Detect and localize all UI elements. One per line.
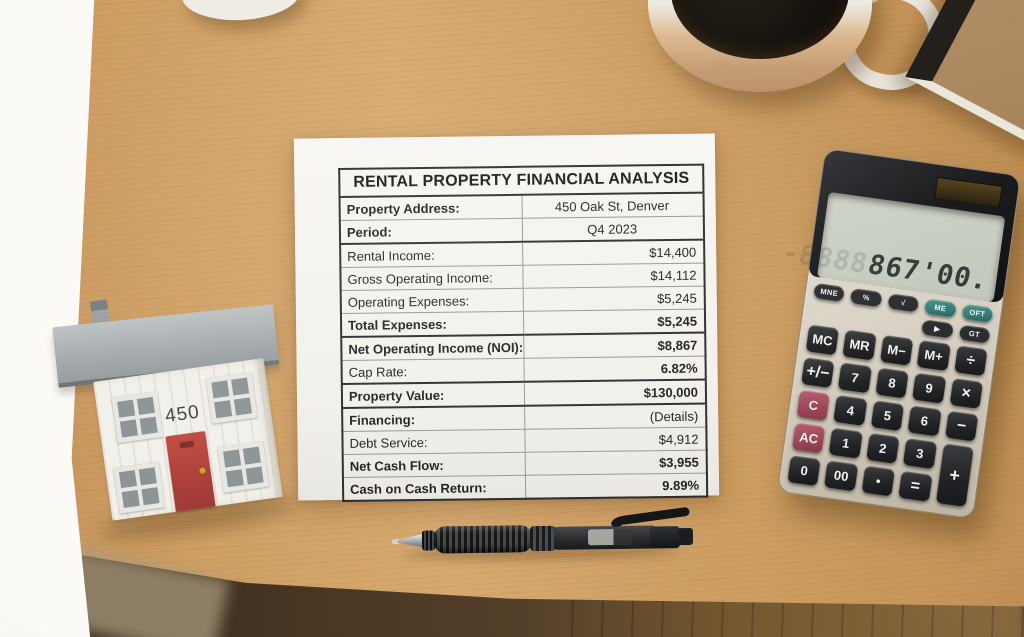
calc-key-7[interactable]: 7 bbox=[838, 362, 872, 394]
analysis-table-body: Property Address: 450 Oak St, Denver Perio… bbox=[339, 192, 708, 502]
financial-analysis-table: RENTAL PROPERTY FINANCIAL ANALYSIS Prope… bbox=[338, 163, 709, 503]
house-window bbox=[205, 371, 258, 424]
row-value: $5,245 bbox=[522, 286, 705, 312]
row-value: $5,245 bbox=[522, 309, 706, 335]
calc-key-8[interactable]: 8 bbox=[875, 367, 909, 399]
row-value: $14,112 bbox=[522, 263, 705, 289]
calc-key-oft[interactable]: OFT bbox=[961, 303, 994, 323]
calc-key-decimal-point[interactable]: • bbox=[861, 465, 896, 497]
pen-collar bbox=[529, 525, 557, 552]
calc-key-mne[interactable]: MNE bbox=[813, 282, 846, 302]
house-model: 450 bbox=[52, 276, 302, 531]
row-label: Gross Operating Income: bbox=[340, 265, 523, 291]
analysis-sheet: RENTAL PROPERTY FINANCIAL ANALYSIS Prope… bbox=[293, 133, 720, 503]
pen-cone bbox=[398, 534, 424, 548]
door-vent bbox=[179, 440, 195, 449]
calc-key-gt[interactable]: GT bbox=[958, 324, 991, 344]
row-value: $3,955 bbox=[524, 450, 707, 476]
calc-key-arrow-right[interactable]: ▶ bbox=[921, 319, 954, 339]
calc-key-me[interactable]: ME bbox=[924, 298, 957, 318]
row-label: Rental Income: bbox=[340, 241, 523, 268]
row-value: $130,000 bbox=[523, 379, 707, 406]
pen-grip bbox=[433, 525, 533, 554]
calculator-keypad: MNE% √ ME OFT ▶ GT MC MR M− M+ ÷ +/− 7 8 9 × C 4 5 6− AC 1 2 3 +… bbox=[787, 282, 994, 507]
calc-key-divide[interactable]: ÷ bbox=[953, 345, 988, 377]
calc-key-c[interactable]: C bbox=[796, 389, 831, 421]
row-label: Net Operating Income (NOI): bbox=[341, 334, 524, 361]
calc-key-0[interactable]: 0 bbox=[787, 455, 822, 487]
calc-key-square-root[interactable]: √ bbox=[887, 293, 920, 313]
calc-key-3[interactable]: 3 bbox=[902, 438, 937, 470]
calc-key-double-zero[interactable]: 00 bbox=[824, 460, 859, 492]
display-value: 867'00. bbox=[864, 249, 992, 297]
row-value: $14,400 bbox=[522, 239, 705, 266]
row-label: Debt Service: bbox=[342, 429, 525, 455]
house-number: 450 bbox=[163, 401, 202, 428]
row-value: (Details) bbox=[524, 403, 707, 430]
sheet-title: RENTAL PROPERTY FINANCIAL ANALYSIS bbox=[339, 164, 704, 198]
house-window bbox=[217, 440, 270, 493]
calculator-display: -8888867'00. bbox=[778, 191, 1006, 302]
display-ghost-digits: -8888 bbox=[778, 237, 872, 280]
pen-ink-window bbox=[587, 528, 633, 546]
house-body: 450 bbox=[93, 358, 283, 521]
row-value: 450 Oak St, Denver bbox=[521, 192, 704, 219]
pen bbox=[390, 506, 696, 565]
row-label: Cap Rate: bbox=[341, 358, 524, 385]
row-value: $4,912 bbox=[524, 427, 707, 453]
table-row: Cash on Cash Return: 9.89% bbox=[342, 473, 708, 502]
calc-key-plus[interactable]: + bbox=[935, 443, 974, 507]
calc-key-m−[interactable]: M− bbox=[879, 334, 914, 366]
row-value: $8,867 bbox=[523, 332, 706, 359]
calc-key-mr[interactable]: MR bbox=[842, 329, 877, 361]
calc-key-4[interactable]: 4 bbox=[833, 395, 868, 426]
calc-key-m+[interactable]: M+ bbox=[916, 340, 951, 372]
row-label: Property Address: bbox=[339, 194, 522, 221]
house-door bbox=[165, 430, 216, 512]
calc-key-6[interactable]: 6 bbox=[907, 405, 942, 437]
row-label: Cash on Cash Return: bbox=[342, 475, 526, 502]
calc-key-1[interactable]: 1 bbox=[828, 427, 863, 459]
calc-key-percent[interactable]: % bbox=[850, 288, 883, 308]
house-window bbox=[113, 461, 166, 514]
calc-key-equals[interactable]: = bbox=[898, 470, 933, 502]
pen-clip bbox=[619, 506, 690, 526]
solar-panel bbox=[934, 176, 1003, 208]
pen-end-cap bbox=[649, 526, 681, 549]
calc-key-mc[interactable]: MC bbox=[805, 324, 840, 356]
row-value: 6.82% bbox=[523, 356, 706, 382]
row-label: Period: bbox=[339, 218, 523, 245]
row-label: Operating Expenses: bbox=[340, 288, 523, 314]
calc-key-multiply[interactable]: × bbox=[949, 377, 984, 409]
calculator: -8888867'00. MNE% √ ME OFT ▶ GT MC MR M− M+ ÷ +/− 7 8… bbox=[776, 147, 1022, 520]
calc-key-2[interactable]: 2 bbox=[865, 432, 900, 464]
row-label: Net Cash Flow: bbox=[342, 452, 525, 478]
pen-plunger bbox=[677, 527, 694, 546]
row-value: 9.89% bbox=[524, 473, 708, 499]
calc-key-5[interactable]: 5 bbox=[870, 400, 905, 432]
row-label: Property Value: bbox=[341, 381, 525, 409]
row-value: Q4 2023 bbox=[521, 216, 705, 242]
calc-key-plus-minus[interactable]: +/− bbox=[801, 357, 835, 389]
calc-key-ac[interactable]: AC bbox=[791, 422, 826, 454]
display-digits: -8888867'00. bbox=[778, 237, 992, 297]
calc-key-minus[interactable]: − bbox=[944, 410, 979, 442]
partial-cup bbox=[180, 0, 302, 24]
row-label: Total Expenses: bbox=[340, 311, 524, 338]
calc-key-9[interactable]: 9 bbox=[912, 372, 947, 404]
row-label: Financing: bbox=[342, 405, 525, 432]
calculator-top-panel: -8888867'00. bbox=[778, 149, 1021, 304]
door-knob bbox=[199, 467, 206, 475]
